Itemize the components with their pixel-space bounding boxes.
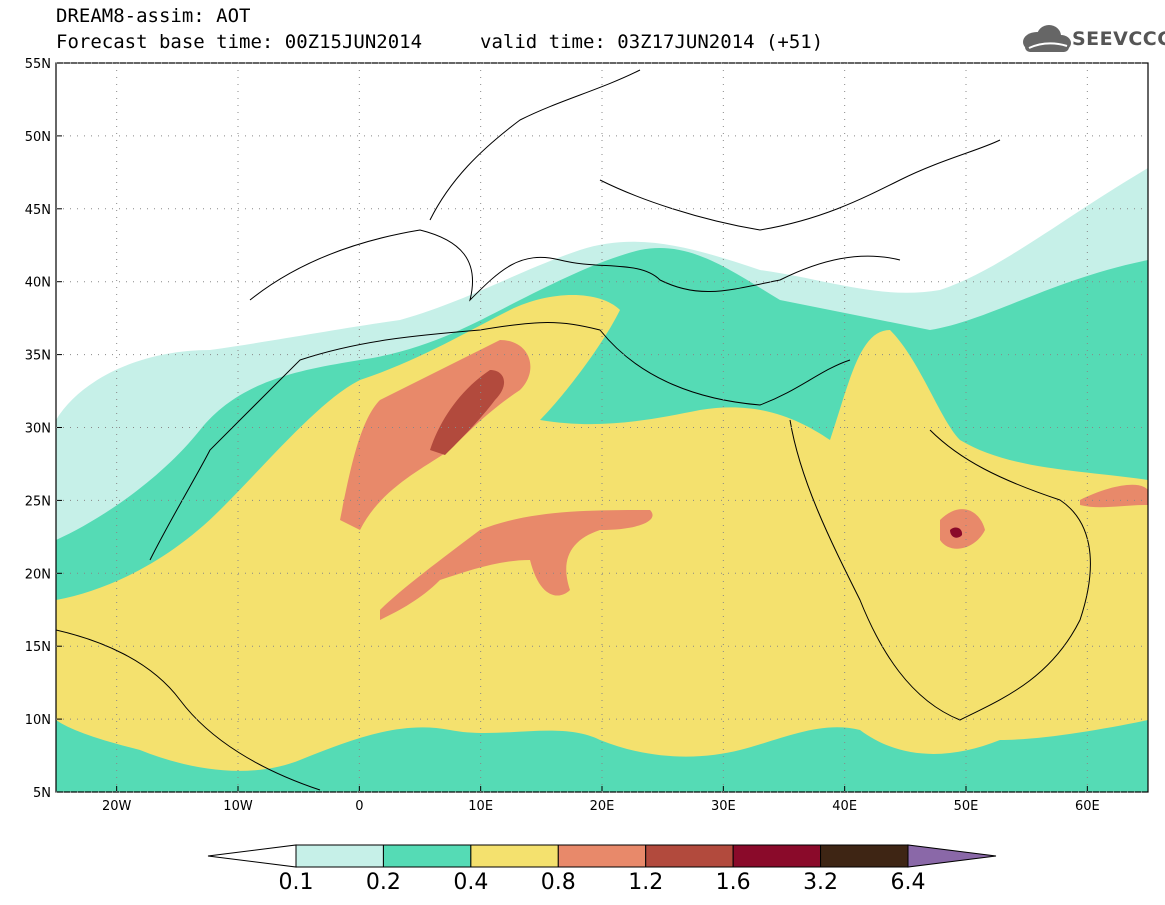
colorbar-label: 0.2 [365,870,401,895]
lat-label: 10N [25,713,51,728]
logo-text: SEEVCCC [1072,28,1165,50]
colorbar-label: 3.2 [803,870,839,895]
colorbar-box [382,844,472,868]
map-title: DREAM8-assim: AOT [56,5,251,27]
colorbar-box [295,844,384,868]
colorbar-min-arrow [207,844,297,868]
colorbar-label: 0.1 [278,870,314,895]
axis-ticks [56,62,1148,793]
lat-label: 15N [25,640,51,655]
valid-time: valid time: 03Z17JUN2014 (+51) [480,31,824,53]
lat-label: 5N [33,786,51,801]
colorbar-label: 0.8 [540,870,576,895]
aot-band-1.6 [950,527,963,538]
colorbar-label: 1.2 [628,870,664,895]
colorbar-box [557,844,647,868]
lat-label: 50N [25,130,51,145]
cloud-icon [1023,25,1071,52]
latitude-labels: 55N 50N 45N 40N 35N 30N 25N 20N 15N 10N 5N [25,57,51,801]
lon-label: 0 [355,799,363,814]
colorbar-label: 1.6 [715,870,751,895]
longitude-labels: 20W 10W 0 10E 20E 30E 40E 50E 60E [102,799,1100,814]
lon-label: 10W [223,799,253,814]
colorbar-label: 6.4 [890,870,926,895]
lat-label: 45N [25,203,51,218]
lat-label: 20N [25,567,51,582]
lon-label: 50E [954,799,979,814]
lon-label: 10E [468,799,493,814]
lat-label: 25N [25,494,51,509]
lon-label: 30E [711,799,736,814]
forecast-base-time: Forecast base time: 00Z15JUN2014 [56,31,423,53]
lat-label: 55N [25,57,51,72]
colorbar-box [470,844,559,868]
colorbar-box [732,844,822,868]
colorbar-box [820,844,909,868]
lon-label: 20W [102,799,132,814]
colorbar-max-arrow [907,844,997,868]
colorbar [207,844,997,868]
aot-band-1.2 [430,370,505,455]
aot-band-0.8-b [380,510,653,620]
lon-label: 60E [1075,799,1100,814]
colorbar-label: 0.4 [453,870,489,895]
aot-band-0.8-d [1080,484,1148,508]
aot-band-0.8-c [940,509,985,549]
lat-label: 40N [25,276,51,291]
aot-field [56,168,1148,792]
lat-label: 30N [25,422,51,437]
lat-label: 35N [25,349,51,364]
coastlines [56,69,1091,791]
lon-label: 40E [832,799,857,814]
colorbar-box [645,844,734,868]
lon-label: 20E [590,799,615,814]
